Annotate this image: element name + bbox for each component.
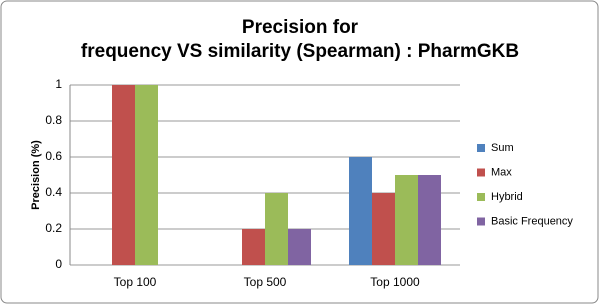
y-axis-label: Precision (%) — [30, 140, 42, 210]
legend-swatch — [477, 193, 485, 201]
bar — [418, 175, 441, 265]
bar — [242, 229, 265, 265]
x-tick-label: Top 100 — [114, 275, 157, 289]
legend-swatch — [477, 217, 485, 226]
y-tick-label: 1 — [55, 77, 62, 91]
chart-title-line: frequency VS similarity (Spearman) : Pha… — [81, 41, 519, 62]
bar — [135, 85, 158, 265]
bar — [265, 193, 288, 265]
y-tick-label: 0.2 — [45, 221, 62, 235]
legend-label: Max — [491, 166, 512, 178]
x-tick-label: Top 1000 — [370, 275, 420, 289]
y-tick-label: 0.8 — [45, 113, 62, 127]
bar — [349, 157, 372, 265]
y-tick-label: 0.6 — [45, 149, 62, 163]
y-tick-label: 0 — [55, 257, 62, 271]
bar — [112, 85, 135, 265]
x-tick-label: Top 500 — [244, 275, 287, 289]
bar — [395, 175, 418, 265]
y-tick-label: 0.4 — [45, 185, 62, 199]
legend-label: Sum — [491, 142, 514, 154]
legend-label: Hybrid — [491, 191, 523, 203]
bar — [372, 193, 395, 265]
bar — [288, 229, 311, 265]
chart-title-line: Precision for — [242, 17, 359, 38]
legend-swatch — [477, 144, 485, 152]
legend-swatch — [477, 168, 485, 177]
legend-label: Basic Frequency — [491, 215, 573, 227]
